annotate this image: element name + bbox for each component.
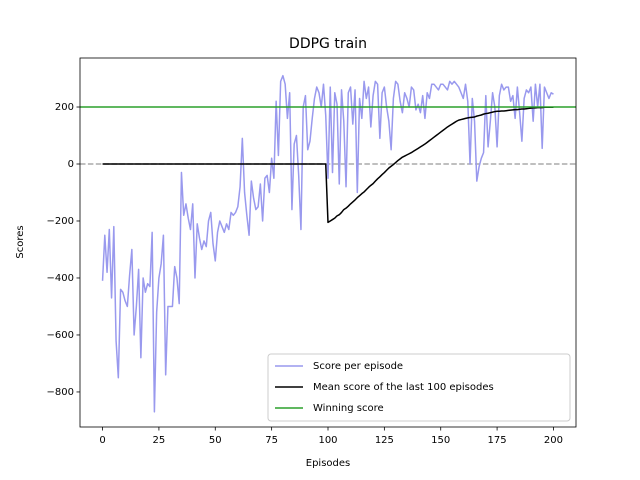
series-line bbox=[101, 74, 554, 413]
series-line bbox=[102, 106, 554, 224]
x-axis-label: Episodes bbox=[306, 458, 350, 469]
x-tick-label: 25 bbox=[153, 435, 166, 446]
y-tick-label: −200 bbox=[47, 216, 74, 227]
x-tick-label: 200 bbox=[544, 435, 563, 446]
y-tick-label: −800 bbox=[47, 387, 74, 398]
y-tick-label: −600 bbox=[47, 330, 74, 341]
legend-label: Mean score of the last 100 episodes bbox=[313, 382, 494, 393]
y-tick-label: 200 bbox=[55, 102, 74, 113]
x-tick-label: 175 bbox=[488, 435, 507, 446]
x-tick-label: 150 bbox=[431, 435, 450, 446]
chart-title: DDPG train bbox=[289, 36, 367, 52]
x-tick-label: 50 bbox=[209, 435, 222, 446]
y-tick-label: 0 bbox=[68, 159, 74, 170]
legend-box bbox=[267, 353, 571, 422]
y-axis-label: Scores bbox=[15, 225, 26, 258]
x-tick-label: 0 bbox=[99, 435, 105, 446]
x-tick-label: 100 bbox=[318, 435, 337, 446]
y-tick-label: −400 bbox=[47, 273, 74, 284]
x-tick-label: 75 bbox=[265, 435, 278, 446]
plot-frame bbox=[79, 57, 577, 428]
legend-label: Score per episode bbox=[313, 361, 403, 372]
x-tick-label: 125 bbox=[375, 435, 394, 446]
legend-label: Winning score bbox=[313, 403, 384, 414]
